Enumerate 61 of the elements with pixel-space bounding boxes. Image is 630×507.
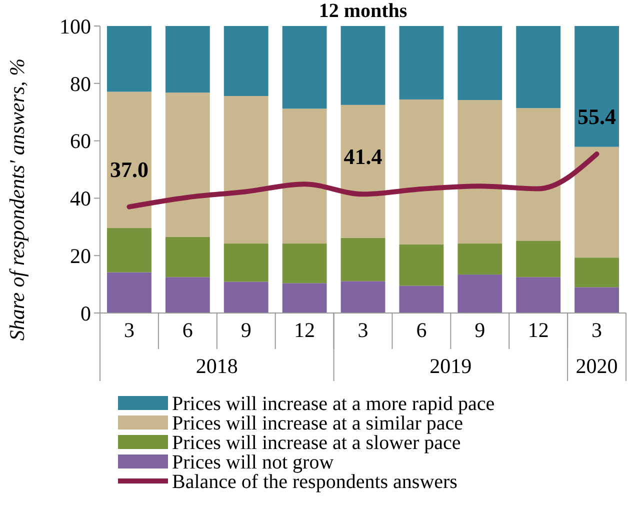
- data-label: 41.4: [344, 144, 382, 170]
- bar: [340, 26, 386, 105]
- bar: [282, 108, 327, 244]
- bar: [107, 228, 152, 272]
- x-tick-label: 3: [358, 318, 368, 342]
- bar: [516, 108, 561, 241]
- bar: [516, 277, 561, 313]
- legend-label: Prices will increase at a more rapid pace: [172, 393, 495, 415]
- bar: [282, 283, 327, 313]
- chart-title: 12 months: [318, 0, 408, 22]
- bar: [224, 26, 268, 96]
- y-tick-label: 60: [70, 129, 91, 154]
- text: 2019: [430, 354, 472, 378]
- data-label: 55.4: [578, 104, 616, 129]
- bar: [165, 26, 210, 93]
- y-tick-label: 20: [70, 244, 91, 268]
- legend-label: Prices will not grow: [172, 452, 334, 474]
- bar: [224, 282, 268, 313]
- bar: [224, 244, 268, 282]
- bar: [516, 240, 561, 278]
- text: 2020: [576, 354, 618, 378]
- x-tick-label: 9: [474, 318, 486, 342]
- x-tick-label: 6: [182, 318, 193, 342]
- x-tick-label: 3: [124, 318, 134, 342]
- bar: [340, 104, 386, 238]
- bar: [574, 26, 619, 147]
- bar: [458, 274, 502, 313]
- bar: [399, 99, 444, 244]
- bar: [165, 236, 210, 278]
- y-tick-label: 80: [70, 72, 91, 96]
- bar: [340, 238, 386, 282]
- x-tick-label: 3: [592, 318, 602, 342]
- bar: [165, 277, 210, 313]
- x-tick-label: 6: [416, 318, 427, 342]
- bar: [107, 272, 152, 313]
- bar: [574, 258, 619, 288]
- bar: [107, 92, 152, 228]
- bar: [458, 26, 502, 100]
- y-tick-label: 40: [70, 186, 91, 211]
- bar: [574, 287, 619, 313]
- bar: [574, 146, 619, 258]
- bar: [165, 92, 210, 237]
- bar: [340, 281, 386, 313]
- bar: [399, 244, 444, 286]
- bar: [399, 26, 444, 100]
- bar: [107, 26, 152, 92]
- x-tick-label: 9: [240, 318, 252, 342]
- bar: [399, 286, 444, 313]
- bar: [458, 100, 502, 244]
- bar: [282, 244, 327, 284]
- bar: [516, 26, 561, 108]
- x-tick-label: 12: [294, 318, 316, 342]
- text: 2018: [196, 354, 238, 378]
- bar: [224, 96, 268, 244]
- y-tick-label: 100: [60, 14, 91, 38]
- x-tick-label: 12: [528, 318, 549, 342]
- data-label: 37.0: [110, 156, 148, 182]
- bar: [458, 244, 502, 275]
- y-axis-title: Share of respondents' answers, %: [5, 58, 29, 341]
- y-tick-label: 0: [80, 301, 91, 326]
- bar: [282, 26, 327, 109]
